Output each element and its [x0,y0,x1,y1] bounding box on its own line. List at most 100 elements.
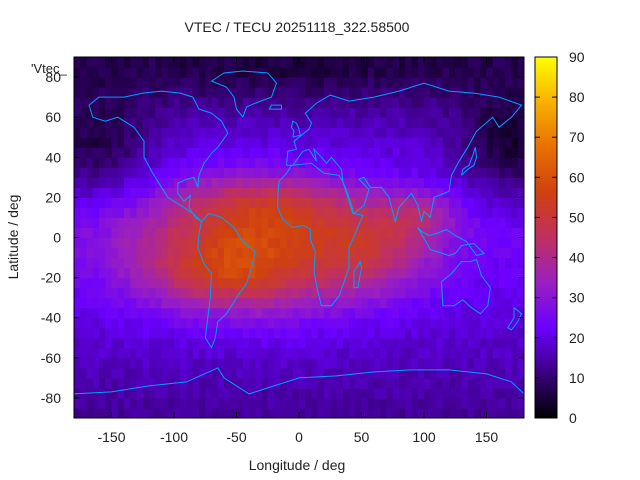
heatmap-cell [461,127,469,138]
heatmap-cell [505,257,513,269]
heatmap-cell [380,387,388,399]
heatmap-cell [199,397,206,409]
heatmap-cell [461,227,469,239]
heatmap-cell [361,347,369,359]
heatmap-cell [274,87,281,98]
heatmap-cell [392,277,400,289]
heatmap-cell [92,237,100,249]
heatmap-cell [230,77,238,88]
heatmap-cell [517,157,524,168]
heatmap-cell [167,257,175,269]
heatmap-cell [367,227,375,239]
heatmap-cell [367,167,375,178]
heatmap-cell [92,177,100,188]
heatmap-cell [386,187,394,198]
heatmap-cell [355,387,363,399]
heatmap-cell [74,77,81,88]
heatmap-cell [411,227,419,239]
heatmap-cell [124,97,131,108]
heatmap-cell [430,357,438,369]
heatmap-cell [299,177,306,188]
colorbar-tick-label: 90 [569,49,585,65]
heatmap-cell [117,67,125,78]
heatmap-cell [274,237,281,249]
heatmap-cell [374,407,381,418]
heatmap-cell [467,187,475,198]
heatmap-cell [380,397,388,409]
heatmap-cell [374,347,381,359]
heatmap-cell [499,207,506,219]
heatmap-cell [167,227,175,239]
heatmap-cell [317,397,325,409]
heatmap-cell [511,67,519,78]
heatmap-cell [330,107,338,118]
heatmap-cell [367,207,375,219]
heatmap-cell [430,197,438,209]
heatmap-cell [336,187,344,198]
heatmap-cell [499,277,506,289]
heatmap-cell [505,317,513,329]
heatmap-cell [180,107,188,118]
heatmap-cell [267,217,275,229]
heatmap-cell [111,307,119,319]
heatmap-cell [242,97,250,108]
heatmap-cell [517,287,524,299]
heatmap-cell [461,217,469,229]
heatmap-cell [111,217,119,229]
heatmap-cell [355,237,363,249]
heatmap-cell [486,227,494,239]
heatmap-cell [199,117,206,128]
heatmap-cell [336,367,344,379]
heatmap-cell [311,367,319,379]
heatmap-cell [405,277,413,289]
heatmap-cell [155,97,163,108]
heatmap-cell [492,187,500,198]
heatmap-cell [517,187,524,198]
heatmap-cell [342,257,350,269]
heatmap-cell [161,167,169,178]
heatmap-cell [174,257,181,269]
heatmap-cell [224,237,231,249]
heatmap-cell [236,117,244,128]
heatmap-cell [361,177,369,188]
heatmap-cell [92,157,100,168]
heatmap-cell [417,77,425,88]
heatmap-cell [86,377,94,389]
heatmap-cell [305,367,313,379]
heatmap-cell [186,347,194,359]
heatmap-cell [130,217,138,229]
heatmap-cell [467,387,475,399]
heatmap-cell [205,67,213,78]
heatmap-cell [436,147,444,158]
heatmap-cell [467,217,475,229]
heatmap-cell [211,387,219,399]
heatmap-cell [242,387,250,399]
heatmap-cell [180,317,188,329]
heatmap-cell [117,257,125,269]
heatmap-cell [486,377,494,389]
heatmap-cell [349,287,356,299]
heatmap-cell [349,67,356,78]
heatmap-cell [442,367,450,379]
heatmap-cell [142,347,150,359]
heatmap-cell [174,367,181,379]
heatmap-cell [211,237,219,249]
heatmap-cell [399,67,406,78]
heatmap-cell [461,407,469,418]
heatmap-cell [424,297,431,309]
heatmap-cell [217,147,225,158]
heatmap-cell [455,87,463,98]
heatmap-cell [192,307,200,319]
heatmap-cell [186,237,194,249]
heatmap-cell [267,277,275,289]
heatmap-cell [236,67,244,78]
heatmap-cell [230,277,238,289]
heatmap-cell [280,347,288,359]
heatmap-cell [80,107,88,118]
heatmap-cell [455,267,463,279]
heatmap-cell [236,347,244,359]
heatmap-cell [286,167,294,178]
heatmap-cell [380,267,388,279]
heatmap-cell [367,407,375,418]
heatmap-cell [136,257,144,269]
